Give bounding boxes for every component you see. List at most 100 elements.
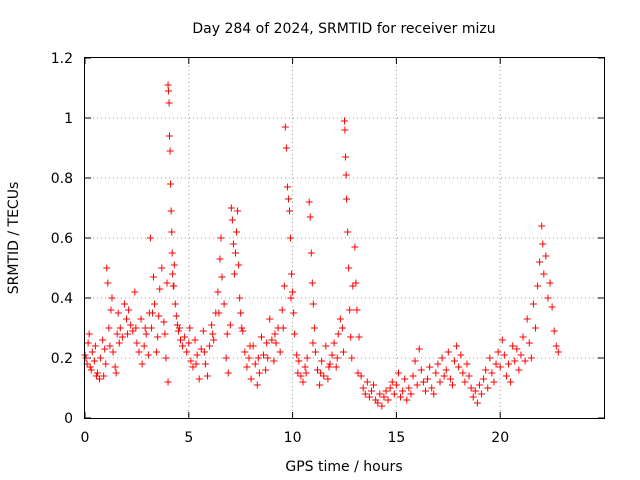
data-point xyxy=(529,300,537,308)
data-point xyxy=(141,324,149,332)
data-point xyxy=(346,306,354,314)
data-point xyxy=(227,204,235,212)
data-point xyxy=(376,390,384,398)
data-point xyxy=(283,183,291,191)
data-point xyxy=(455,363,463,371)
data-point xyxy=(284,195,292,203)
data-point xyxy=(459,369,467,377)
data-point xyxy=(496,363,504,371)
data-point xyxy=(243,363,251,371)
data-point xyxy=(112,369,120,377)
data-point xyxy=(96,375,104,383)
data-point xyxy=(309,339,317,347)
data-point xyxy=(332,363,340,371)
x-axis-label: GPS time / hours xyxy=(285,459,402,475)
data-point xyxy=(478,390,486,398)
x-tick-label: 10 xyxy=(284,430,302,446)
data-point xyxy=(175,324,183,332)
data-point xyxy=(299,378,307,386)
data-point xyxy=(262,366,270,374)
data-point xyxy=(147,324,155,332)
data-point xyxy=(544,294,552,302)
data-point xyxy=(97,354,105,362)
data-point xyxy=(263,339,271,347)
data-point xyxy=(494,348,502,356)
data-point xyxy=(409,372,417,380)
data-point xyxy=(444,348,452,356)
data-point xyxy=(156,285,164,293)
data-point xyxy=(109,348,117,356)
data-point xyxy=(324,375,332,383)
data-point xyxy=(361,390,369,398)
y-tick-label: 0 xyxy=(64,411,73,427)
data-point xyxy=(351,243,359,251)
data-point xyxy=(333,354,341,362)
data-point xyxy=(341,117,348,125)
data-point xyxy=(374,399,382,407)
data-point xyxy=(505,360,513,368)
data-point xyxy=(170,282,178,290)
data-point xyxy=(446,375,454,383)
data-point xyxy=(363,378,371,386)
data-point xyxy=(193,351,201,359)
data-point xyxy=(217,234,225,242)
data-point xyxy=(86,363,94,371)
data-point xyxy=(303,354,311,362)
data-point xyxy=(104,279,112,287)
data-point xyxy=(140,342,148,350)
data-points xyxy=(81,81,562,410)
y-tick-label: 0.8 xyxy=(51,171,73,187)
data-point xyxy=(289,288,297,296)
data-point xyxy=(135,348,143,356)
data-point xyxy=(257,333,265,341)
data-point xyxy=(251,360,259,368)
data-point xyxy=(419,378,427,386)
data-point xyxy=(161,330,169,338)
data-point xyxy=(92,372,100,380)
data-point xyxy=(490,378,498,386)
data-point xyxy=(411,357,419,365)
data-point xyxy=(199,327,207,335)
data-point xyxy=(91,342,99,350)
data-point xyxy=(235,261,243,269)
data-point xyxy=(461,378,469,386)
data-point xyxy=(426,363,434,371)
data-point xyxy=(114,309,122,317)
data-point xyxy=(210,336,218,344)
data-point xyxy=(209,330,217,338)
data-point xyxy=(548,303,556,311)
data-point xyxy=(316,381,324,389)
data-point xyxy=(311,348,319,356)
data-point xyxy=(484,384,492,392)
data-point xyxy=(326,360,334,368)
data-point xyxy=(355,333,363,341)
data-point xyxy=(308,279,316,287)
data-point xyxy=(473,399,481,407)
data-point xyxy=(90,357,98,365)
data-point xyxy=(195,375,203,383)
data-point xyxy=(294,369,302,377)
data-point xyxy=(502,372,510,380)
data-point xyxy=(264,354,272,362)
data-point xyxy=(285,207,293,215)
data-point xyxy=(208,321,216,329)
data-point xyxy=(498,336,506,344)
data-point xyxy=(176,336,184,344)
data-point xyxy=(318,357,326,365)
data-point xyxy=(278,306,286,314)
data-point xyxy=(336,315,344,323)
data-point xyxy=(517,351,525,359)
data-point xyxy=(238,324,246,332)
data-point xyxy=(317,369,325,377)
data-point xyxy=(146,234,154,242)
data-point xyxy=(276,348,284,356)
data-point xyxy=(127,321,135,329)
data-point xyxy=(378,402,386,410)
data-point xyxy=(534,282,542,290)
data-point xyxy=(214,288,222,296)
data-point xyxy=(384,396,392,404)
data-point xyxy=(124,330,132,338)
data-point xyxy=(550,327,558,335)
data-point xyxy=(167,207,175,215)
